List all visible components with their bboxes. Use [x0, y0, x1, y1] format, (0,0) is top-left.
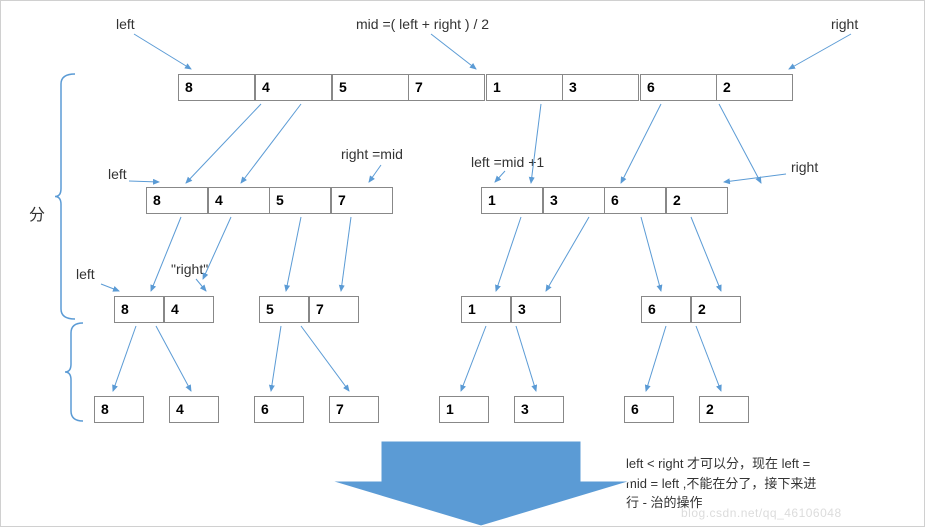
label-right-top: right [831, 16, 858, 32]
label-mid-formula: mid =( left + right ) / 2 [356, 16, 489, 32]
note-line-1: left < right 才可以分，现在 left = [626, 454, 906, 474]
row3-cell-7: 2 [699, 396, 749, 423]
row0-cell-1: 4 [255, 74, 332, 101]
row1-g1-cell-1: 3 [543, 187, 605, 214]
row3-cell-6: 6 [624, 396, 674, 423]
row1-g1-cell-0: 1 [481, 187, 543, 214]
note-line-2: mid = left ,不能在分了，接下来进 [626, 474, 906, 494]
label-left-l1: left [108, 166, 127, 182]
row3-cell-2: 6 [254, 396, 304, 423]
label-right-l2: "right" [171, 261, 208, 277]
row2-g1-cell-1: 7 [309, 296, 359, 323]
row1-g1-cell-2: 6 [604, 187, 666, 214]
row2-g2-cell-1: 3 [511, 296, 561, 323]
row2-g0-cell-0: 8 [114, 296, 164, 323]
row3-cell-5: 3 [514, 396, 564, 423]
side-label: 分 [29, 201, 45, 225]
row2-g3-cell-1: 2 [691, 296, 741, 323]
label-left-top: left [116, 16, 135, 32]
row0-cell-6: 6 [640, 74, 717, 101]
row2-g1-cell-0: 5 [259, 296, 309, 323]
row0-cell-2: 5 [332, 74, 409, 101]
row0-cell-5: 3 [562, 74, 639, 101]
row0-cell-0: 8 [178, 74, 255, 101]
row0-cell-7: 2 [716, 74, 793, 101]
row1-g0-cell-2: 5 [269, 187, 331, 214]
label-left-l2: left [76, 266, 95, 282]
row2-g3-cell-0: 6 [641, 296, 691, 323]
row2-g0-cell-1: 4 [164, 296, 214, 323]
row1-g0-cell-0: 8 [146, 187, 208, 214]
label-right-eq-mid: right =mid [341, 146, 403, 162]
label-left-eq-mid1: left =mid +1 [471, 154, 544, 170]
row3-cell-1: 4 [169, 396, 219, 423]
row0-cell-4: 1 [486, 74, 563, 101]
row1-g1-cell-3: 2 [666, 187, 728, 214]
row3-cell-0: 8 [94, 396, 144, 423]
row0-cell-3: 7 [408, 74, 485, 101]
row1-g0-cell-3: 7 [331, 187, 393, 214]
row3-cell-3: 7 [329, 396, 379, 423]
row1-g0-cell-1: 4 [208, 187, 270, 214]
row2-g2-cell-0: 1 [461, 296, 511, 323]
label-right-l1: right [791, 159, 818, 175]
row3-cell-4: 1 [439, 396, 489, 423]
watermark: blog.csdn.net/qq_46106048 [681, 506, 842, 520]
note-text: left < right 才可以分，现在 left = mid = left ,… [626, 454, 906, 513]
